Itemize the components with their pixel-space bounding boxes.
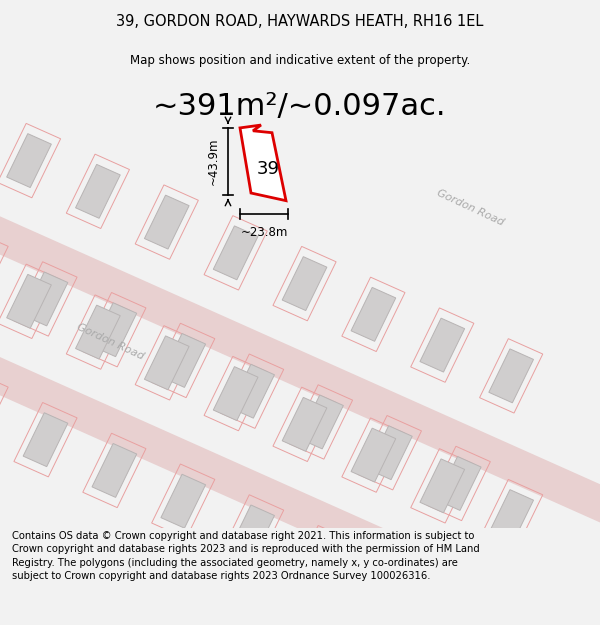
Polygon shape bbox=[76, 164, 120, 218]
Polygon shape bbox=[240, 125, 286, 201]
Polygon shape bbox=[214, 226, 258, 280]
Polygon shape bbox=[92, 444, 137, 498]
Polygon shape bbox=[7, 274, 52, 328]
Text: Contains OS data © Crown copyright and database right 2021. This information is : Contains OS data © Crown copyright and d… bbox=[12, 531, 480, 581]
Polygon shape bbox=[0, 348, 600, 625]
Polygon shape bbox=[76, 305, 120, 359]
Polygon shape bbox=[161, 334, 206, 388]
Text: ~23.8m: ~23.8m bbox=[241, 226, 287, 239]
Polygon shape bbox=[489, 349, 533, 403]
Text: Gordon Road: Gordon Road bbox=[435, 188, 505, 228]
Polygon shape bbox=[0, 208, 600, 531]
Polygon shape bbox=[368, 426, 412, 479]
Text: Map shows position and indicative extent of the property.: Map shows position and indicative extent… bbox=[130, 54, 470, 68]
Text: 39: 39 bbox=[257, 160, 280, 178]
Text: ~391m²/~0.097ac.: ~391m²/~0.097ac. bbox=[153, 92, 447, 121]
Polygon shape bbox=[214, 367, 258, 421]
Polygon shape bbox=[23, 412, 68, 467]
Polygon shape bbox=[299, 395, 343, 449]
Polygon shape bbox=[351, 428, 396, 482]
Polygon shape bbox=[145, 195, 189, 249]
Polygon shape bbox=[92, 302, 137, 357]
Polygon shape bbox=[23, 272, 68, 326]
Polygon shape bbox=[282, 398, 327, 451]
Polygon shape bbox=[368, 566, 412, 621]
Polygon shape bbox=[351, 288, 396, 341]
Polygon shape bbox=[282, 257, 327, 311]
Polygon shape bbox=[7, 134, 52, 188]
Text: ~43.9m: ~43.9m bbox=[207, 138, 220, 185]
Polygon shape bbox=[145, 336, 189, 390]
Polygon shape bbox=[420, 459, 464, 512]
Text: 39, GORDON ROAD, HAYWARDS HEATH, RH16 1EL: 39, GORDON ROAD, HAYWARDS HEATH, RH16 1E… bbox=[116, 14, 484, 29]
Polygon shape bbox=[436, 598, 481, 625]
Polygon shape bbox=[436, 456, 481, 511]
Polygon shape bbox=[299, 536, 343, 589]
Text: Gordon Road: Gordon Road bbox=[75, 321, 145, 361]
Polygon shape bbox=[420, 318, 464, 372]
Polygon shape bbox=[230, 505, 274, 559]
Polygon shape bbox=[489, 489, 533, 544]
Polygon shape bbox=[230, 364, 274, 418]
Polygon shape bbox=[161, 474, 206, 528]
